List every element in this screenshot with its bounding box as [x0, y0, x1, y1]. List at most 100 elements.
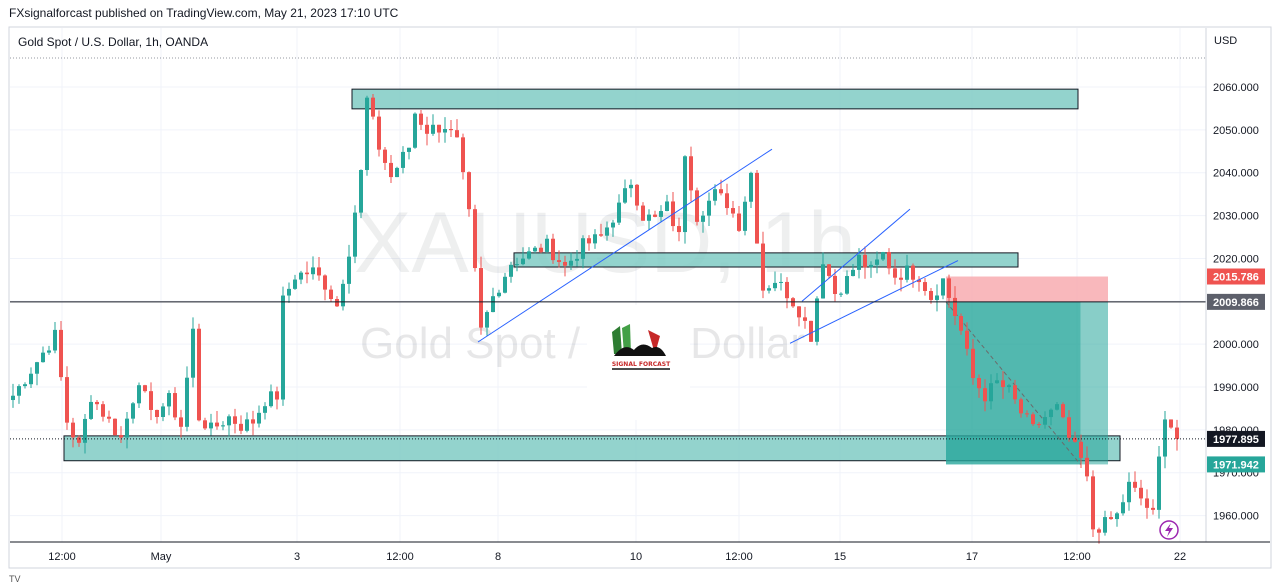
- candle: [257, 405, 261, 428]
- candle: [1007, 383, 1011, 393]
- candle: [1121, 494, 1125, 516]
- candle: [923, 277, 927, 296]
- trendline: [801, 208, 911, 302]
- candle: [1013, 379, 1017, 404]
- candle: [989, 374, 993, 410]
- candle: [215, 411, 219, 430]
- candle: [167, 390, 171, 416]
- candle: [491, 287, 495, 313]
- candle: [773, 271, 777, 292]
- candle: [899, 268, 903, 292]
- lightning-icon[interactable]: [1159, 520, 1179, 540]
- candle: [797, 306, 801, 327]
- candle: [413, 112, 417, 149]
- short-position-tool[interactable]: [945, 276, 1108, 465]
- x-tick-label: 12:00: [48, 551, 76, 563]
- candle: [47, 345, 51, 355]
- x-tick-label: 17: [966, 551, 978, 563]
- candle: [1109, 511, 1113, 520]
- footer-text: TV: [9, 574, 21, 584]
- candle: [833, 269, 837, 302]
- candle: [281, 286, 285, 406]
- candle: [407, 147, 411, 160]
- candle: [131, 402, 135, 424]
- x-tick-label: 8: [495, 551, 501, 563]
- candle: [359, 169, 363, 219]
- svg-text:2009.866: 2009.866: [1213, 297, 1259, 309]
- candle: [467, 171, 471, 217]
- candle: [377, 110, 381, 157]
- candle: [95, 399, 99, 411]
- candle: [1067, 410, 1071, 442]
- candle: [983, 379, 987, 412]
- price-tags: 2015.786 2009.866 1977.895 1971.942: [1207, 268, 1265, 473]
- candle: [791, 297, 795, 308]
- candle: [197, 323, 201, 422]
- candle: [227, 414, 231, 437]
- candle: [161, 403, 165, 422]
- candle: [1103, 510, 1107, 536]
- candle: [827, 264, 831, 279]
- candle: [581, 235, 585, 269]
- candle: [1025, 410, 1029, 418]
- candle: [83, 413, 87, 454]
- candle: [665, 194, 669, 212]
- candle: [647, 209, 651, 230]
- candle: [383, 147, 387, 170]
- candle: [1085, 446, 1089, 482]
- candle: [293, 274, 297, 290]
- candle: [527, 247, 531, 260]
- candle: [809, 320, 813, 343]
- candle: [851, 263, 855, 277]
- stop-loss-area: [946, 276, 1108, 302]
- candle: [995, 373, 999, 384]
- candle: [737, 205, 741, 232]
- candle: [233, 408, 237, 434]
- price-axis-bg: [1206, 28, 1270, 542]
- candle: [605, 221, 609, 241]
- x-tick-label: 3: [294, 551, 300, 563]
- candle: [521, 247, 525, 266]
- candle: [29, 367, 33, 388]
- candle: [1091, 470, 1095, 537]
- candle: [269, 384, 273, 408]
- candle: [971, 339, 975, 385]
- x-tick-label: 10: [630, 551, 642, 563]
- candle: [395, 166, 399, 178]
- candle: [539, 243, 543, 254]
- candle: [221, 421, 225, 431]
- candle: [1019, 397, 1023, 418]
- candle: [689, 146, 693, 202]
- candle: [515, 257, 519, 272]
- y-tick-label: 2050.000: [1213, 125, 1259, 137]
- candle: [707, 192, 711, 227]
- candle: [677, 217, 681, 242]
- y-tick-label: 2030.000: [1213, 211, 1259, 223]
- candle: [1127, 472, 1131, 511]
- candle: [935, 284, 939, 312]
- candle: [863, 246, 867, 279]
- watermark-symbol: XAUUSD, 1h: [354, 195, 856, 291]
- signal-forcast-logo: SIGNAL FORCAST: [587, 305, 690, 420]
- candle: [839, 292, 843, 298]
- candle: [41, 346, 45, 363]
- candle: [785, 277, 789, 309]
- candle: [149, 382, 153, 421]
- candle: [551, 233, 555, 264]
- candle: [419, 109, 423, 131]
- candle: [869, 261, 873, 278]
- candle: [1037, 422, 1041, 429]
- candle: [629, 179, 633, 198]
- price-tag-upper: 2015.786: [1207, 268, 1265, 285]
- candle: [1145, 489, 1149, 519]
- candle: [533, 246, 537, 254]
- candle: [497, 289, 501, 298]
- candle: [1049, 408, 1053, 426]
- candle: [587, 235, 591, 251]
- candle: [1073, 431, 1077, 443]
- candle: [743, 196, 747, 236]
- candle: [599, 223, 603, 237]
- candle: [1043, 411, 1047, 429]
- time-axis[interactable]: 12:00 May 3 12:00 8 10 12:00 15 17 12:00 22: [48, 551, 1186, 563]
